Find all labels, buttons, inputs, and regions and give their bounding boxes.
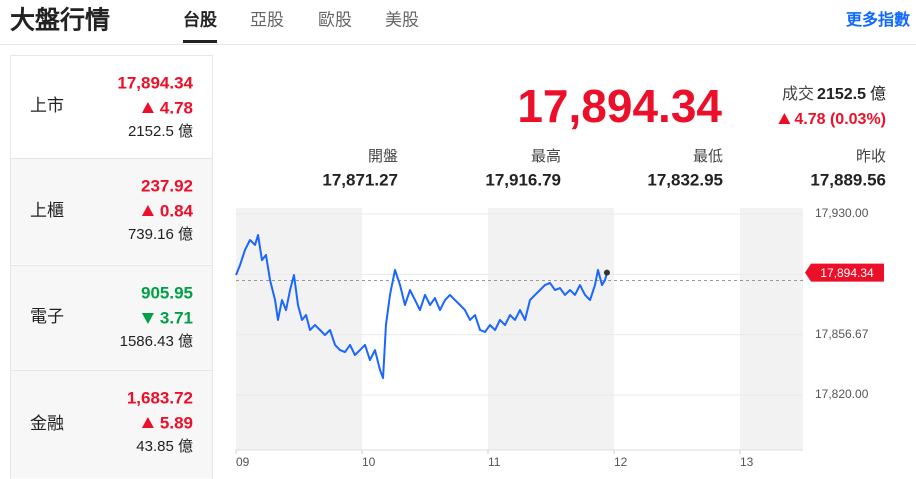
session-band xyxy=(236,208,362,450)
change-arrow xyxy=(141,102,154,113)
stat-label: 最低 xyxy=(693,148,723,165)
market-name[interactable]: 金融 xyxy=(30,414,64,433)
x-tick-label: 09 xyxy=(236,455,250,469)
x-tick-label: 12 xyxy=(614,455,628,469)
market-name[interactable]: 電子 xyxy=(30,307,64,326)
market-row-bg[interactable] xyxy=(11,370,212,479)
tab-underline xyxy=(183,40,217,43)
change-arrow xyxy=(141,313,154,324)
session-band xyxy=(362,208,488,450)
market-name[interactable]: 上市 xyxy=(30,96,64,115)
market-change: 5.89 xyxy=(160,413,193,432)
market-tab[interactable]: 美股 xyxy=(385,10,419,29)
change-arrow xyxy=(141,417,154,428)
change-arrow xyxy=(141,205,154,216)
session-band xyxy=(488,208,614,450)
stat-value: 17,916.79 xyxy=(485,170,561,189)
stat-value: 17,871.27 xyxy=(322,170,398,189)
price-line xyxy=(235,234,608,380)
y-tick-label: 17,930.00 xyxy=(815,206,869,220)
market-price: 17,894.34 xyxy=(117,73,193,92)
stat-label: 開盤 xyxy=(368,148,398,165)
market-name[interactable]: 上櫃 xyxy=(30,201,64,220)
last-point xyxy=(603,269,610,276)
session-band xyxy=(740,208,803,450)
market-tab[interactable]: 台股 xyxy=(183,9,217,29)
session-band xyxy=(614,208,740,450)
x-tick-label: 11 xyxy=(488,455,501,469)
quote-change: 4.78 (0.03%) xyxy=(794,111,886,128)
market-volume: 43.85 億 xyxy=(136,438,193,455)
quote-arrow xyxy=(778,113,791,124)
market-volume: 1586.43 億 xyxy=(120,333,193,350)
y-tick-label: 17,856.67 xyxy=(815,327,869,341)
market-price: 905.95 xyxy=(141,283,193,302)
market-volume: 2152.5 億 xyxy=(128,123,193,140)
stat-value: 17,832.95 xyxy=(647,170,723,189)
market-tab[interactable]: 亞股 xyxy=(250,10,284,29)
market-tab[interactable]: 歐股 xyxy=(318,10,352,29)
widget-title: 大盤行情 xyxy=(10,7,110,35)
x-tick-label: 13 xyxy=(740,455,754,469)
market-row-bg[interactable] xyxy=(11,265,212,370)
quote-price: 17,894.34 xyxy=(517,80,722,132)
more-indices-link[interactable]: 更多指數 xyxy=(846,10,910,29)
price-tag xyxy=(805,263,884,282)
volume-unit: 億 xyxy=(870,85,886,103)
volume-value: 2152.5 xyxy=(817,86,866,103)
x-tick-label: 10 xyxy=(362,455,376,469)
y-tick-label: 17,820.00 xyxy=(815,387,869,401)
market-price: 1,683.72 xyxy=(127,388,193,407)
stat-value: 17,889.56 xyxy=(810,170,886,189)
market-change: 4.78 xyxy=(160,98,193,117)
market-row-bg[interactable] xyxy=(11,158,212,265)
market-volume: 739.16 億 xyxy=(128,226,193,243)
stat-label: 昨收 xyxy=(856,148,886,165)
market-change: 3.71 xyxy=(160,308,193,327)
stat-label: 最高 xyxy=(531,148,561,165)
market-price: 237.92 xyxy=(141,176,193,195)
market-change: 0.84 xyxy=(160,201,194,220)
price-tag-label: 17,894.34 xyxy=(820,266,874,280)
volume-label: 成交 xyxy=(782,85,814,103)
